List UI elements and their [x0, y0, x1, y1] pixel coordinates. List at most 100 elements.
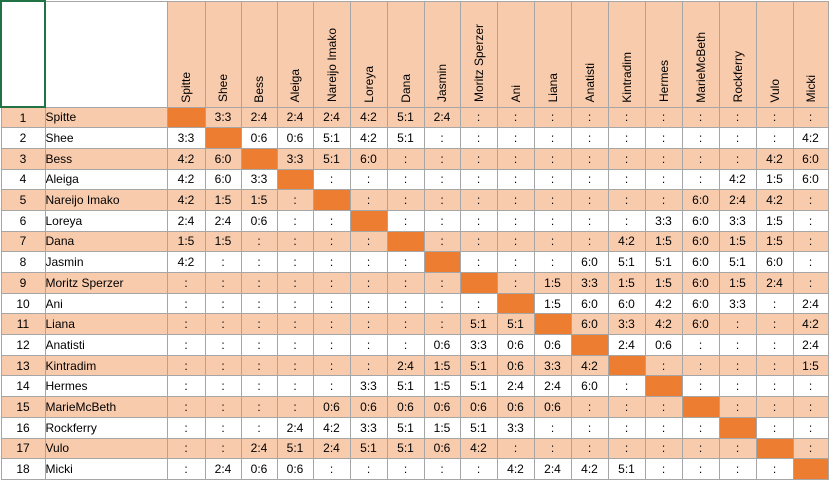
score-cell[interactable]: :: [349, 230, 388, 253]
score-cell[interactable]: :: [681, 106, 720, 129]
score-cell[interactable]: :: [312, 313, 351, 336]
player-name-cell[interactable]: Ani: [44, 292, 168, 315]
score-cell[interactable]: 5:1: [386, 416, 425, 439]
score-cell[interactable]: :: [386, 251, 425, 273]
column-header[interactable]: Jasmin: [423, 0, 461, 108]
score-cell[interactable]: :: [459, 458, 498, 480]
score-cell[interactable]: 4:2: [166, 189, 206, 211]
score-cell[interactable]: :: [423, 209, 461, 232]
score-cell[interactable]: 3:3: [718, 292, 757, 315]
row-number-cell[interactable]: 3: [0, 147, 46, 170]
score-cell[interactable]: :: [312, 209, 351, 232]
score-cell[interactable]: 1:5: [423, 375, 461, 398]
score-cell[interactable]: 3:3: [570, 272, 609, 294]
score-cell[interactable]: 5:1: [459, 416, 498, 439]
score-cell[interactable]: :: [166, 375, 206, 398]
score-cell[interactable]: 4:2: [349, 127, 388, 149]
score-cell[interactable]: 0:6: [496, 334, 535, 356]
score-cell[interactable]: 2:4: [204, 209, 242, 232]
score-cell[interactable]: :: [240, 334, 278, 356]
row-number-cell[interactable]: 10: [0, 292, 46, 315]
score-cell[interactable]: :: [349, 313, 388, 336]
score-cell[interactable]: 5:1: [312, 127, 351, 149]
score-cell[interactable]: :: [276, 189, 314, 211]
score-cell[interactable]: 6:0: [681, 189, 720, 211]
player-name-cell[interactable]: Nareijo Imako: [44, 189, 168, 211]
row-number-cell[interactable]: 18: [0, 458, 46, 480]
score-cell[interactable]: 5:1: [386, 375, 425, 398]
score-cell[interactable]: 6:0: [204, 168, 242, 191]
score-cell[interactable]: :: [240, 230, 278, 253]
player-name-cell[interactable]: Moritz Sperzer: [44, 272, 168, 294]
score-cell[interactable]: :: [240, 375, 278, 398]
score-cell[interactable]: :: [681, 437, 720, 460]
score-cell[interactable]: :: [533, 230, 572, 253]
score-cell[interactable]: :: [276, 209, 314, 232]
score-cell[interactable]: :: [386, 147, 425, 170]
player-name-cell[interactable]: Hermes: [44, 375, 168, 398]
score-cell[interactable]: 0:6: [423, 437, 461, 460]
score-cell[interactable]: :: [240, 292, 278, 315]
score-cell[interactable]: :: [312, 354, 351, 377]
diagonal-cell[interactable]: [570, 334, 609, 356]
diagonal-cell[interactable]: [718, 416, 757, 439]
row-number-cell[interactable]: 5: [0, 189, 46, 211]
score-cell[interactable]: :: [755, 375, 794, 398]
score-cell[interactable]: :: [166, 354, 206, 377]
score-cell[interactable]: 6:0: [755, 251, 794, 273]
score-cell[interactable]: :: [240, 396, 278, 418]
score-cell[interactable]: :: [496, 272, 535, 294]
column-header[interactable]: Nareijo Imako: [312, 0, 351, 108]
score-cell[interactable]: :: [276, 292, 314, 315]
score-cell[interactable]: 3:3: [496, 416, 535, 439]
score-cell[interactable]: 0:6: [496, 354, 535, 377]
score-cell[interactable]: :: [533, 251, 572, 273]
player-name-cell[interactable]: MarieMcBeth: [44, 396, 168, 418]
score-cell[interactable]: :: [570, 416, 609, 439]
diagonal-cell[interactable]: [607, 354, 646, 377]
score-cell[interactable]: :: [755, 416, 794, 439]
score-cell[interactable]: 2:4: [276, 106, 314, 129]
column-header[interactable]: Anatisti: [570, 0, 609, 108]
diagonal-cell[interactable]: [496, 292, 535, 315]
score-cell[interactable]: 1:5: [204, 230, 242, 253]
score-cell[interactable]: :: [204, 313, 242, 336]
player-name-cell[interactable]: Vulo: [44, 437, 168, 460]
score-cell[interactable]: 1:5: [644, 272, 683, 294]
score-cell[interactable]: :: [240, 251, 278, 273]
score-cell[interactable]: :: [459, 106, 498, 129]
score-cell[interactable]: 0:6: [459, 396, 498, 418]
score-cell[interactable]: 4:2: [166, 168, 206, 191]
diagonal-cell[interactable]: [312, 189, 351, 211]
score-cell[interactable]: 2:4: [755, 272, 794, 294]
diagonal-cell[interactable]: [423, 251, 461, 273]
score-cell[interactable]: 2:4: [607, 334, 646, 356]
score-cell[interactable]: 4:2: [312, 416, 351, 439]
diagonal-cell[interactable]: [386, 230, 425, 253]
score-cell[interactable]: :: [349, 189, 388, 211]
score-cell[interactable]: :: [644, 189, 683, 211]
score-cell[interactable]: 6:0: [570, 313, 609, 336]
score-cell[interactable]: 3:3: [718, 209, 757, 232]
score-cell[interactable]: :: [204, 292, 242, 315]
score-cell[interactable]: :: [386, 292, 425, 315]
score-cell[interactable]: :: [240, 272, 278, 294]
score-cell[interactable]: :: [386, 334, 425, 356]
score-cell[interactable]: :: [570, 168, 609, 191]
score-cell[interactable]: 1:5: [755, 209, 794, 232]
player-name-cell[interactable]: Jasmin: [44, 251, 168, 273]
score-cell[interactable]: 0:6: [276, 127, 314, 149]
score-cell[interactable]: 2:4: [240, 437, 278, 460]
player-name-cell[interactable]: Liana: [44, 313, 168, 336]
selected-cell[interactable]: [0, 0, 46, 108]
score-cell[interactable]: :: [607, 209, 646, 232]
score-cell[interactable]: 6:0: [607, 292, 646, 315]
score-cell[interactable]: :: [423, 147, 461, 170]
score-cell[interactable]: :: [570, 189, 609, 211]
score-cell[interactable]: :: [718, 147, 757, 170]
score-cell[interactable]: :: [681, 334, 720, 356]
score-cell[interactable]: 5:1: [459, 375, 498, 398]
score-cell[interactable]: 3:3: [349, 416, 388, 439]
score-cell[interactable]: 5:1: [459, 313, 498, 336]
score-cell[interactable]: :: [386, 209, 425, 232]
